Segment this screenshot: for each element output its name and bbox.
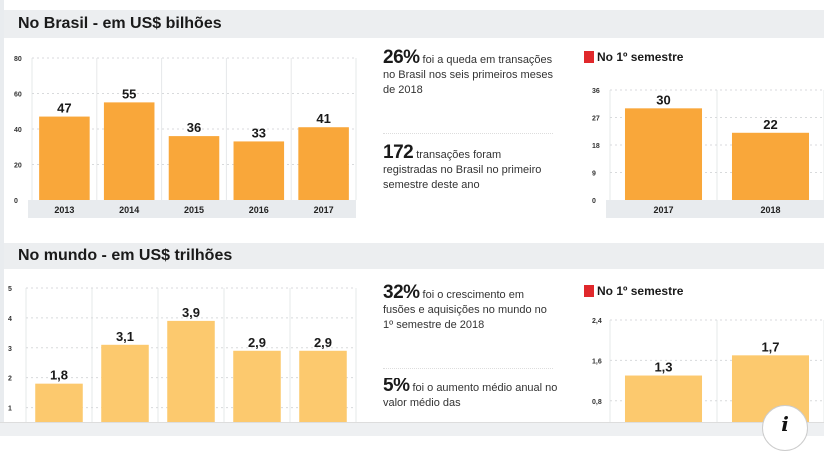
- bar-value-label: 1,3: [654, 360, 672, 375]
- y-tick-label: 2,4: [592, 318, 602, 325]
- bar: [298, 127, 349, 200]
- note-text: foi o aumento médio anual no valor médio…: [383, 382, 558, 409]
- y-tick-label: 0: [14, 198, 18, 205]
- x-tick-label: 2018: [760, 205, 780, 215]
- legend-mundo: No 1º semestre: [584, 284, 683, 298]
- bar-value-label: 33: [252, 125, 266, 140]
- bar-value-label: 41: [316, 111, 330, 126]
- note-figure: 32%: [383, 282, 420, 303]
- y-tick-label: 20: [14, 163, 22, 170]
- bar: [103, 102, 155, 200]
- legend-brasil: No 1º semestre: [584, 50, 683, 64]
- note-figure: 5%: [383, 378, 410, 396]
- note-brasil-2: 172 transações foram registradas no Brasi…: [383, 142, 558, 193]
- legend-swatch-icon: [584, 285, 594, 297]
- bar: [233, 141, 285, 200]
- legend-label: No 1º semestre: [597, 284, 684, 298]
- y-tick-label: 40: [14, 127, 22, 134]
- bar-value-label: 1,8: [50, 368, 68, 383]
- bar-value-label: 3,1: [116, 329, 134, 344]
- y-tick-label: 0: [592, 198, 596, 205]
- section-title-brasil: No Brasil - em US$ bilhões: [4, 10, 824, 38]
- left-rail: [0, 0, 4, 435]
- y-tick-label: 4: [8, 316, 12, 323]
- y-tick-label: 60: [14, 92, 22, 99]
- note-text: foi a queda em transações no Brasil nos …: [383, 54, 553, 96]
- y-tick-label: 0,8: [592, 399, 602, 406]
- chart-brasil-semester: 0 9 18 27 36 30 2017 22 2018: [592, 88, 824, 218]
- bar-value-label: 55: [122, 86, 136, 101]
- note-text: transações foram registradas no Brasil n…: [383, 149, 542, 191]
- bar: [233, 350, 281, 430]
- y-tick-label: 18: [592, 143, 600, 150]
- y-tick-label: 9: [592, 171, 596, 178]
- x-axis-band: [28, 200, 356, 218]
- bar-value-label: 3,9: [182, 305, 200, 320]
- divider: [383, 133, 553, 134]
- bar-value-label: 2,9: [314, 335, 332, 350]
- bar: [624, 108, 703, 200]
- bar-value-label: 47: [57, 101, 71, 116]
- bar: [731, 132, 810, 200]
- chart-brasil-annual: 0 20 40 60 80 47 2013 55 2014 36 2015 33 2016 41 2017: [14, 56, 357, 218]
- bar: [101, 344, 149, 430]
- legend-swatch-icon: [584, 51, 594, 63]
- x-tick-label: 2015: [184, 205, 204, 215]
- bar-value-label: 36: [187, 120, 201, 135]
- x-tick-label: 2016: [249, 205, 269, 215]
- info-icon: i: [781, 412, 789, 436]
- bar: [39, 116, 90, 200]
- x-tick-label: 2014: [119, 205, 139, 215]
- bar: [167, 320, 215, 430]
- y-tick-label: 80: [14, 56, 22, 63]
- y-tick-label: 36: [592, 88, 600, 95]
- chart-mundo-annual: 1 2 3 4 5 1,8 3,1 3,9 2,9 2,9: [8, 286, 357, 430]
- y-tick-label: 1: [8, 406, 12, 413]
- note-mundo-1: 32% foi o crescimento em fusões e aquisiç…: [383, 282, 558, 333]
- x-axis-band: [606, 200, 824, 218]
- x-tick-label: 2013: [54, 205, 74, 215]
- y-tick-label: 5: [8, 286, 12, 293]
- legend-label: No 1º semestre: [597, 50, 684, 64]
- bar: [624, 375, 703, 426]
- y-tick-label: 1,6: [592, 358, 602, 365]
- info-button[interactable]: i: [762, 405, 808, 451]
- y-tick-label: 3: [8, 346, 12, 353]
- note-text: foi o crescimento em fusões e aquisições…: [383, 289, 547, 331]
- bar-value-label: 2,9: [248, 335, 266, 350]
- note-mundo-2: 5% foi o aumento médio anual no valor méd…: [383, 378, 558, 422]
- bar-value-label: 30: [656, 92, 670, 107]
- section-title-mundo: No mundo - em US$ trilhões: [4, 243, 824, 269]
- bar: [299, 350, 347, 430]
- note-brasil-1: 26% foi a queda em transações no Brasil n…: [383, 47, 558, 98]
- note-figure: 172: [383, 142, 414, 163]
- note-figure: 26%: [383, 47, 420, 68]
- y-tick-label: 2: [8, 376, 12, 383]
- bar: [168, 136, 220, 200]
- bar-value-label: 1,7: [761, 339, 779, 354]
- x-tick-label: 2017: [314, 205, 334, 215]
- x-tick-label: 2017: [653, 205, 673, 215]
- divider: [383, 368, 553, 369]
- bar-value-label: 22: [763, 117, 777, 132]
- y-tick-label: 27: [592, 116, 600, 123]
- bottom-bar: [0, 422, 824, 436]
